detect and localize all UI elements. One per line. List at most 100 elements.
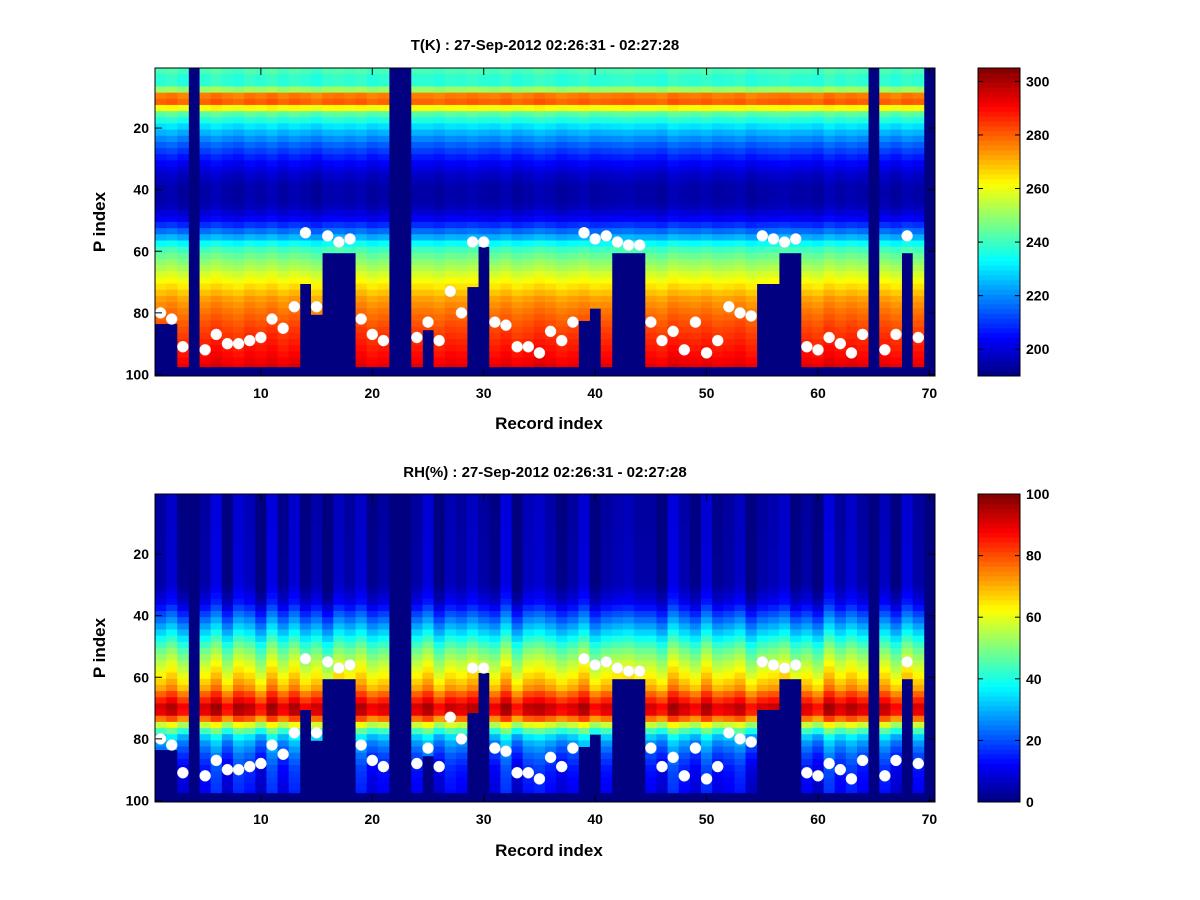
heatmap-cell (444, 623, 457, 630)
heatmap-cell (311, 283, 323, 291)
heatmap-cell (578, 678, 590, 686)
heatmap-cell (823, 234, 836, 241)
heatmap-cell (734, 351, 746, 358)
heatmap-cell (556, 500, 568, 507)
heatmap-column (177, 68, 189, 368)
heatmap-cell (210, 765, 223, 772)
heatmap-cell (478, 228, 490, 235)
heatmap-cell (210, 537, 223, 544)
heatmap-cell (344, 222, 356, 229)
heatmap-cell (756, 252, 769, 260)
heatmap-cell (444, 351, 457, 358)
heatmap-cell (233, 697, 245, 704)
heatmap-cell (433, 703, 446, 710)
heatmap-cell (299, 80, 312, 87)
heatmap-cell (322, 111, 334, 118)
heatmap-cell (912, 222, 925, 229)
heatmap-cell (355, 148, 368, 155)
heatmap-cell (623, 141, 635, 149)
heatmap-cell (333, 215, 345, 223)
heatmap-cell (489, 222, 501, 229)
heatmap-cell (689, 283, 702, 291)
heatmap-cell (199, 86, 212, 94)
heatmap-cell (422, 752, 434, 757)
heatmap-cell (333, 604, 345, 612)
heatmap-cell (578, 543, 590, 550)
heatmap-cell (411, 228, 423, 235)
heatmap-cell (177, 567, 189, 575)
heatmap-cell (533, 524, 546, 532)
heatmap-cell (667, 283, 680, 291)
heatmap-cell (578, 697, 590, 704)
heatmap-cell (411, 691, 423, 698)
heatmap-cell (467, 271, 479, 278)
heatmap-cell (210, 209, 223, 217)
heatmap-cell (478, 530, 490, 538)
boundary-marker (611, 236, 624, 248)
heatmap-cell (411, 141, 423, 149)
heatmap-cell (678, 314, 691, 321)
heatmap-column (210, 68, 223, 368)
heatmap-cell (311, 104, 323, 112)
boundary-marker (422, 316, 434, 328)
heatmap-column (277, 494, 290, 794)
heatmap-cell (277, 148, 290, 155)
heatmap-cell (322, 580, 334, 587)
heatmap-cell (500, 104, 512, 112)
heatmap-cell (333, 530, 345, 538)
heatmap-cell (578, 592, 590, 600)
heatmap-cell (166, 160, 178, 167)
heatmap-cell (589, 289, 602, 297)
heatmap-cell (545, 765, 557, 772)
heatmap-cell (411, 246, 423, 254)
heatmap-cell (701, 363, 713, 368)
heatmap-cell (422, 129, 434, 137)
boundary-marker (912, 331, 925, 344)
heatmap-cell (712, 222, 724, 229)
heatmap-cell (845, 339, 858, 346)
heatmap-cell (288, 265, 301, 272)
heatmap-cell (500, 728, 512, 735)
heatmap-cell (244, 351, 256, 358)
heatmap-cell (333, 178, 345, 186)
heatmap-cell (834, 117, 847, 124)
heatmap-cell (790, 98, 802, 106)
heatmap-cell (857, 271, 869, 278)
heatmap-cell (311, 129, 323, 137)
heatmap-cell (533, 185, 546, 192)
heatmap-cell (355, 234, 368, 241)
heatmap-cell (411, 123, 423, 130)
heatmap-cell (422, 104, 434, 112)
heatmap-cell (444, 295, 457, 303)
heatmap-cell (322, 543, 334, 550)
heatmap-cell (500, 197, 512, 204)
heatmap-cell (545, 506, 557, 513)
heatmap-cell (244, 623, 256, 630)
heatmap-cell (522, 592, 535, 600)
heatmap-cell (578, 80, 590, 87)
heatmap-cell (467, 691, 479, 698)
heatmap-cell (155, 617, 167, 624)
heatmap-cell (344, 92, 356, 100)
heatmap-cell (166, 617, 178, 624)
heatmap-cell (344, 555, 356, 563)
heatmap-cell (221, 789, 234, 794)
heatmap-cell (667, 351, 680, 358)
heatmap-cell (500, 604, 512, 612)
heatmap-cell (155, 654, 167, 661)
heatmap-cell (656, 74, 668, 81)
heatmap-cell (567, 277, 579, 284)
heatmap-cell (645, 148, 657, 155)
heatmap-cell (366, 129, 379, 137)
heatmap-cell (834, 98, 847, 106)
heatmap-cell (645, 308, 657, 315)
heatmap-cell (567, 691, 579, 698)
heatmap-cell (266, 74, 278, 81)
heatmap-cell (511, 178, 524, 186)
heatmap-cell (411, 160, 423, 167)
heatmap-cell (478, 172, 490, 180)
heatmap-cell (444, 494, 457, 501)
heatmap-cell (689, 160, 702, 167)
heatmap-cell (322, 555, 334, 563)
heatmap-cell (166, 543, 178, 550)
